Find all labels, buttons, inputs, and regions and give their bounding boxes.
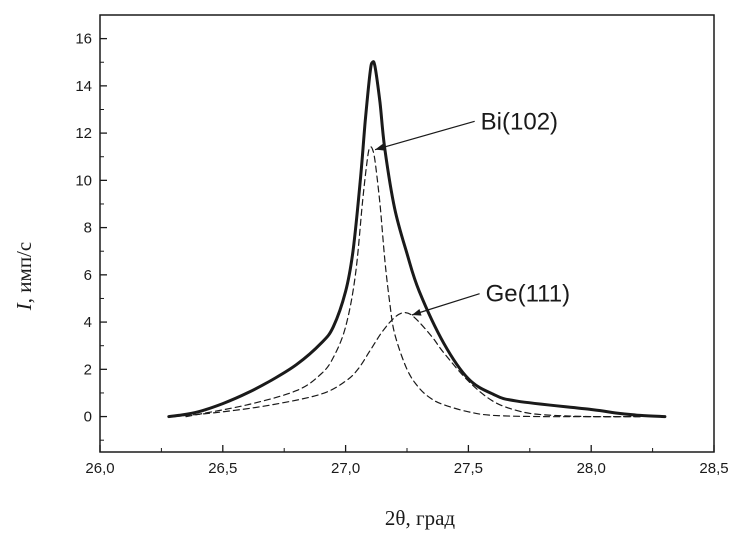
x-tick-label: 27,5 — [454, 460, 483, 477]
plot-frame — [99, 14, 715, 453]
annotation-label: Ge(111) — [486, 281, 570, 308]
series-line-bi-102- — [185, 146, 641, 418]
series-line-ge-111- — [173, 312, 641, 418]
annotation-arrowhead — [375, 143, 385, 151]
y-axis-unit: , имп/с — [12, 242, 36, 303]
y-axis-symbol: I — [12, 302, 36, 311]
y-axis-label: I, имп/с — [12, 242, 36, 311]
y-tick-label: 16 — [75, 31, 92, 48]
x-tick-label: 27,0 — [331, 460, 360, 477]
x-tick-label: 28,0 — [577, 460, 606, 477]
y-tick-label: 0 — [84, 409, 92, 426]
annotation-leader — [411, 293, 480, 316]
annotation-leader — [374, 120, 475, 151]
annotation-arrowhead — [411, 308, 422, 316]
y-tick-label: 14 — [75, 78, 92, 95]
y-tick-label: 2 — [84, 361, 92, 378]
x-axis-label: 2θ, град — [385, 506, 455, 530]
x-tick-label: 28,5 — [699, 460, 728, 477]
annotation-label: Bi(102) — [481, 108, 558, 135]
y-tick-label: 12 — [75, 125, 92, 142]
x-tick-label: 26,5 — [208, 460, 237, 477]
y-tick-label: 10 — [75, 172, 92, 189]
y-tick-label: 8 — [84, 220, 92, 237]
series-line-total — [167, 60, 667, 419]
y-tick-label: 6 — [84, 267, 92, 284]
x-tick-label: 26,0 — [85, 460, 114, 477]
y-tick-label: 4 — [84, 314, 92, 331]
